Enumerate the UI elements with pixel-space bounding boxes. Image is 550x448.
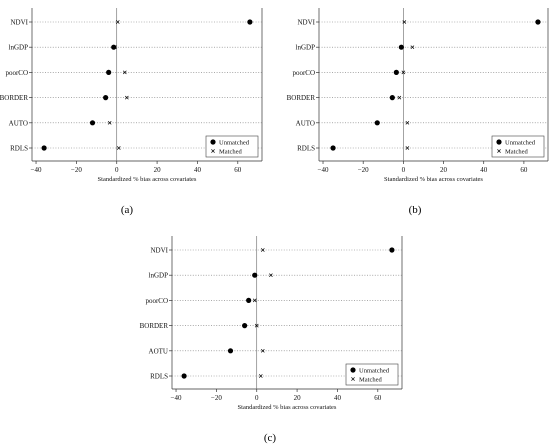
panel-label: (c)	[264, 432, 277, 444]
x-tick-label: 60	[374, 394, 382, 402]
chart-panel-3: −40 −20 0 20 40 60 Standardized % bias across …	[140, 236, 403, 444]
matched-point	[397, 95, 402, 100]
unmatched-point	[103, 95, 109, 101]
matched-point	[260, 248, 265, 252]
unmatched-point	[242, 323, 248, 329]
unmatched-point	[330, 145, 336, 151]
panel-label: (b)	[409, 204, 422, 216]
unmatched-point	[393, 69, 399, 75]
x-tick-label: 0	[115, 166, 119, 174]
matched-point	[402, 20, 407, 24]
x-axis-title: Standardized % bias across covariates	[384, 176, 483, 183]
category-label: lnGDP	[296, 44, 316, 52]
x-tick-label: 20	[154, 166, 162, 174]
x-tick-label: 20	[294, 394, 302, 402]
category-label: AUTO	[9, 119, 28, 127]
legend-unmatched-marker	[496, 139, 502, 145]
legend-matched-marker	[211, 149, 215, 153]
chart-panel-1: −40 −20 0 20 40 60 Standardized % bias across …	[0, 8, 263, 216]
category-label: poorCO	[5, 69, 28, 77]
x-axis-title: Standardized % bias across covariates	[98, 176, 197, 183]
category-label: NDVI	[298, 19, 316, 27]
category-label: lnGDP	[9, 44, 29, 52]
legend-unmatched-marker	[350, 367, 356, 373]
matched-point	[252, 298, 257, 303]
unmatched-point	[374, 120, 380, 126]
x-tick-label: 0	[255, 394, 259, 402]
category-label: BORDER	[140, 322, 169, 330]
matched-point	[122, 70, 127, 75]
legend-box	[491, 135, 545, 158]
matched-point	[401, 70, 406, 75]
unmatched-point	[398, 44, 404, 50]
category-label: poorCO	[145, 297, 168, 305]
category-label: lnGDP	[149, 272, 169, 280]
legend-matched-marker	[497, 149, 501, 153]
category-label: RDLS	[150, 373, 168, 381]
x-tick-label: −20	[211, 394, 222, 402]
matched-point	[405, 120, 410, 125]
x-tick-label: −20	[71, 166, 82, 174]
legend-box	[205, 135, 259, 158]
x-tick-label: −40	[31, 166, 42, 174]
matched-point	[112, 45, 117, 50]
x-tick-label: −20	[358, 166, 369, 174]
matched-point	[115, 20, 120, 24]
x-tick-label: 40	[334, 394, 342, 402]
legend-matched-label: Matched	[505, 149, 528, 156]
x-tick-label: 60	[520, 166, 528, 174]
x-tick-label: 20	[440, 166, 448, 174]
matched-point	[116, 146, 121, 150]
unmatched-point	[246, 297, 252, 303]
legend-unmatched-label: Unmatched	[359, 368, 390, 375]
legend-matched-marker	[351, 377, 355, 381]
legend-unmatched-marker	[210, 139, 216, 145]
matched-point	[124, 95, 129, 100]
legend-matched-label: Matched	[219, 149, 242, 156]
x-tick-label: 0	[402, 166, 406, 174]
category-label: BORDER	[0, 94, 28, 102]
category-label: BORDER	[287, 94, 316, 102]
x-tick-label: 40	[480, 166, 488, 174]
x-tick-label: 40	[194, 166, 202, 174]
panel-label: (a)	[121, 204, 134, 216]
x-tick-label: −40	[171, 394, 182, 402]
unmatched-point	[89, 120, 96, 126]
unmatched-point	[389, 95, 395, 101]
chart-panel-2: −40 −20 0 20 40 60 Standardized % bias across …	[287, 8, 549, 216]
category-label: AOTU	[149, 347, 168, 355]
unmatched-point	[106, 69, 112, 75]
legend-unmatched-label: Unmatched	[219, 140, 250, 147]
unmatched-point	[181, 373, 187, 379]
legend-box	[345, 363, 399, 386]
x-tick-label: −40	[318, 166, 329, 174]
category-label: NDVI	[151, 247, 169, 255]
legend-unmatched-label: Unmatched	[505, 140, 536, 147]
category-label: AUTO	[296, 119, 315, 127]
unmatched-point	[535, 19, 541, 25]
matched-point	[254, 323, 259, 328]
matched-point	[258, 374, 263, 378]
matched-point	[260, 348, 265, 353]
unmatched-point	[247, 19, 253, 25]
category-label: poorCO	[292, 69, 315, 77]
unmatched-point	[41, 145, 47, 151]
matched-point	[410, 45, 415, 50]
matched-point	[405, 146, 410, 150]
x-tick-label: 60	[234, 166, 242, 174]
unmatched-point	[111, 44, 117, 50]
unmatched-point	[227, 348, 234, 354]
legend-matched-label: Matched	[359, 377, 382, 384]
matched-point	[107, 120, 112, 125]
x-axis-title: Standardized % bias across covariates	[238, 404, 337, 411]
category-label: RDLS	[10, 145, 28, 153]
unmatched-point	[252, 272, 258, 278]
category-label: RDLS	[297, 145, 315, 153]
unmatched-point	[389, 247, 395, 253]
matched-point	[269, 273, 273, 278]
category-label: NDVI	[11, 19, 29, 27]
